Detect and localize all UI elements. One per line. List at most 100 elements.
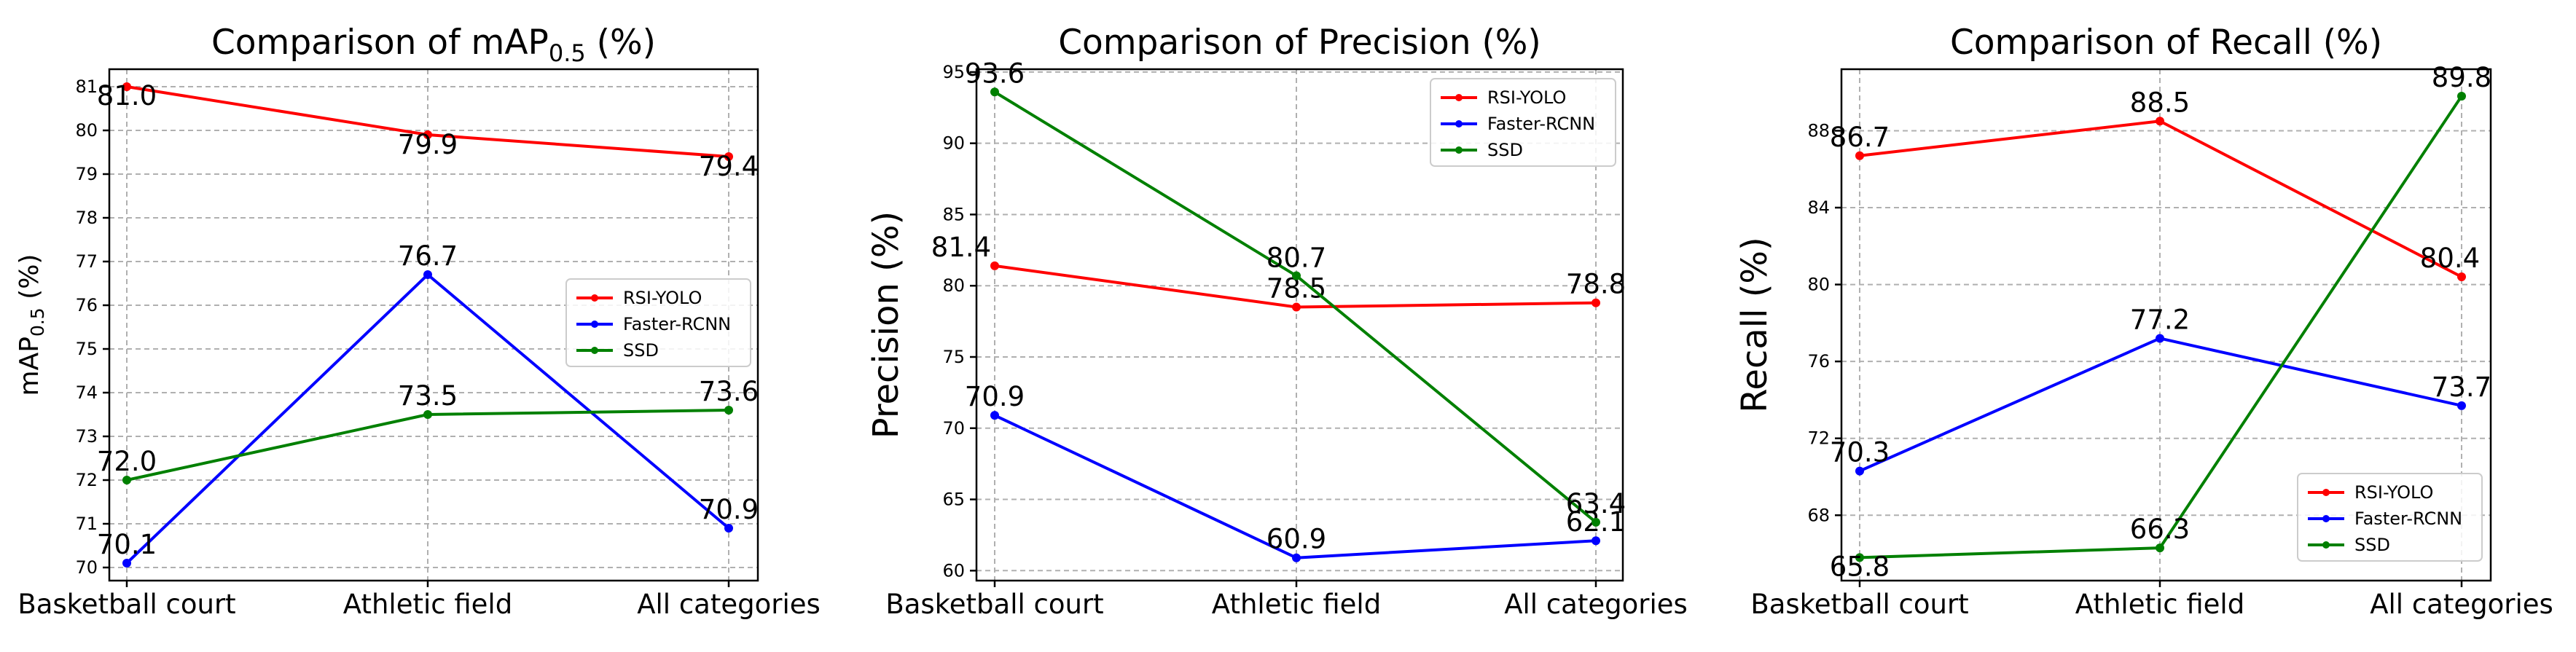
data-label-faster-rcnn: 76.7	[398, 240, 458, 272]
data-point-ssd	[1592, 517, 1600, 527]
y-tick-label: 70	[942, 418, 965, 439]
legend-marker-faster-rcnn	[1455, 120, 1463, 127]
y-tick-label: 76	[75, 295, 98, 315]
legend-marker-rsi-yolo	[1455, 94, 1463, 101]
y-tick-label: 77	[75, 251, 98, 272]
data-label-rsi-yolo: 79.4	[699, 151, 759, 182]
data-point-faster-rcnn	[2457, 401, 2466, 410]
legend-marker-rsi-yolo	[2322, 489, 2330, 496]
y-tick-label: 78	[75, 208, 98, 228]
data-label-faster-rcnn: 60.9	[1267, 524, 1326, 555]
plot-area-frame	[108, 68, 759, 582]
data-point-ssd	[1292, 271, 1301, 280]
y-tick-label: 81	[75, 76, 98, 97]
data-point-rsi-yolo	[990, 261, 999, 270]
y-tick-label: 74	[75, 382, 98, 403]
data-point-rsi-yolo	[1855, 151, 1864, 160]
y-tick-label: 80	[75, 120, 98, 141]
data-label-rsi-yolo: 79.9	[398, 129, 458, 160]
legend-box	[565, 278, 751, 367]
data-point-faster-rcnn	[724, 524, 733, 533]
data-label-faster-rcnn: 73.7	[2432, 372, 2491, 403]
legend-marker-rsi-yolo	[591, 294, 598, 302]
data-point-faster-rcnn	[122, 559, 131, 567]
legend-label-faster-rcnn: Faster-RCNN	[1487, 114, 1595, 134]
data-label-rsi-yolo: 86.7	[1830, 122, 1890, 153]
y-tick-label: 80	[942, 275, 965, 296]
data-label-rsi-yolo: 88.5	[2130, 87, 2190, 118]
data-point-rsi-yolo	[2457, 272, 2466, 282]
data-label-faster-rcnn: 77.2	[2130, 304, 2190, 335]
x-tick-label: Athletic field	[1212, 589, 1381, 620]
legend-marker-faster-rcnn	[591, 321, 598, 328]
y-tick-label: 90	[942, 133, 965, 154]
chart-title-subscript: 0.5	[549, 39, 586, 67]
y-axis-label: Precision (%)	[866, 211, 907, 439]
y-tick-label: 71	[75, 514, 98, 534]
y-axis-label-text: Recall (%)	[1734, 237, 1775, 413]
y-axis-label-text: Precision (%)	[866, 211, 907, 439]
data-point-faster-rcnn	[1855, 466, 1864, 476]
y-tick-label: 84	[1807, 197, 1830, 218]
data-point-ssd	[423, 410, 432, 419]
data-point-rsi-yolo	[724, 152, 733, 161]
y-tick-label: 75	[942, 347, 965, 367]
y-tick-label: 70	[75, 557, 98, 578]
data-point-rsi-yolo	[1592, 298, 1600, 307]
data-label-rsi-yolo: 81.4	[931, 232, 991, 263]
plot-area-frame	[975, 68, 1624, 582]
legend-label-faster-rcnn: Faster-RCNN	[623, 314, 731, 334]
y-tick-label: 85	[942, 204, 965, 224]
chart-title-text: Comparison of Recall (%)	[1950, 23, 2382, 63]
legend: RSI-YOLO Faster-RCNN SSD	[1430, 78, 1616, 167]
y-axis-label-suffix: (%)	[15, 254, 44, 308]
data-point-rsi-yolo	[1292, 302, 1301, 312]
y-tick-label: 72	[75, 470, 98, 490]
y-axis-label-subscript: 0.5	[27, 307, 48, 337]
data-point-rsi-yolo	[423, 130, 432, 139]
y-axis-label-text: mAP	[15, 337, 44, 396]
y-axis-label: mAP0.5 (%)	[15, 254, 48, 396]
data-label-ssd: 73.6	[699, 376, 759, 407]
y-tick-label: 73	[75, 426, 98, 447]
data-label-ssd: 73.5	[398, 380, 458, 412]
data-point-ssd	[2156, 543, 2164, 553]
data-label-ssd: 80.7	[1267, 243, 1326, 274]
x-tick-label: Athletic field	[343, 589, 512, 620]
chart-title-text: Comparison of mAP	[211, 23, 549, 63]
chart-title-text: Comparison of Precision (%)	[1058, 23, 1541, 63]
data-point-ssd	[724, 406, 733, 415]
legend-label-rsi-yolo: RSI-YOLO	[1487, 87, 1566, 108]
x-tick-label: Basketball court	[1750, 589, 1968, 620]
plot-area-frame	[1840, 68, 2492, 582]
legend-label-rsi-yolo: RSI-YOLO	[2354, 482, 2433, 503]
x-tick-label: All categories	[1504, 589, 1688, 620]
data-label-ssd: 65.8	[1830, 551, 1890, 582]
chart-title: Comparison of Recall (%)	[1950, 23, 2382, 63]
data-point-rsi-yolo	[122, 82, 131, 91]
y-tick-label: 80	[1807, 275, 1830, 295]
y-tick-label: 65	[942, 490, 965, 510]
data-label-faster-rcnn: 70.9	[965, 381, 1025, 412]
x-tick-label: Basketball court	[885, 589, 1103, 620]
y-tick-label: 68	[1807, 505, 1830, 525]
data-label-faster-rcnn: 70.3	[1830, 437, 1890, 468]
data-point-ssd	[990, 87, 999, 97]
legend: RSI-YOLO Faster-RCNN SSD	[565, 278, 751, 367]
legend-marker-ssd	[2322, 541, 2330, 549]
chart-title: Comparison of mAP0.5 (%)	[211, 23, 656, 67]
data-point-ssd	[1855, 553, 1864, 562]
data-point-faster-rcnn	[1592, 536, 1600, 546]
chart-title-suffix: (%)	[586, 23, 656, 63]
y-tick-label: 79	[75, 164, 98, 184]
y-tick-label: 88	[1807, 120, 1830, 141]
chart-panel-1: 70 71 72 73 74 75 76 77 78 79 80 81 Basketball court…	[15, 23, 821, 620]
legend-marker-ssd	[591, 347, 598, 354]
legend-marker-faster-rcnn	[2322, 515, 2330, 522]
data-point-faster-rcnn	[2156, 334, 2164, 343]
legend-marker-ssd	[1455, 146, 1463, 154]
y-tick-label: 95	[942, 62, 965, 82]
legend-label-rsi-yolo: RSI-YOLO	[623, 288, 702, 308]
data-label-ssd: 63.4	[1566, 488, 1626, 519]
